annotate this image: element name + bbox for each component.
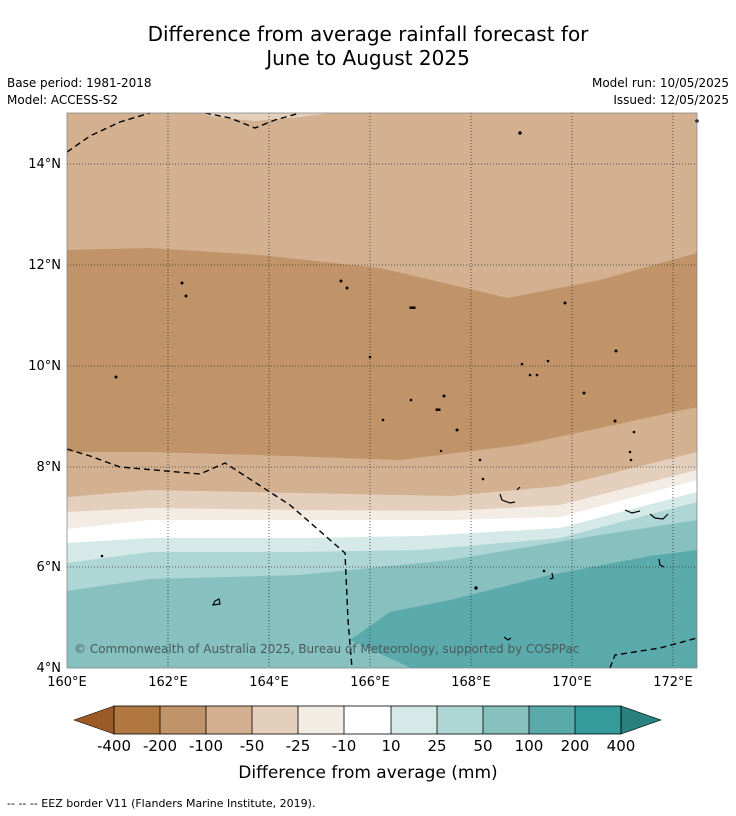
colorbar-swatch-1 <box>114 706 160 734</box>
issued-date: Issued: 12/05/2025 <box>613 93 729 107</box>
colorbar: -400 -200 -100 -50 -25 -10 10 25 50 100 … <box>73 705 662 783</box>
rainfall-contours <box>67 113 697 668</box>
lat-label-8: 8°N <box>37 460 62 475</box>
copyright-notice: © Commonwealth of Australia 2025, Bureau… <box>74 642 579 656</box>
latitude-labels: 14°N 12°N 10°N 8°N 6°N 4°N <box>28 157 61 676</box>
zone-top-pale <box>200 113 330 121</box>
meta-right: Model run: 10/05/2025 Issued: 12/05/2025 <box>592 75 729 109</box>
cb-tick-9: 100 <box>515 737 544 755</box>
cb-tick-3: -50 <box>240 737 265 755</box>
colorbar-swatch-6 <box>344 706 391 734</box>
lat-label-10: 10°N <box>28 359 61 374</box>
zone-100-to-200 <box>350 550 697 668</box>
meta-left: Base period: 1981-2018 Model: ACCESS-S2 <box>7 75 152 109</box>
cb-tick-1: -200 <box>143 737 177 755</box>
model-run: Model run: 10/05/2025 <box>591 76 729 90</box>
colorbar-swatch-11 <box>575 706 621 734</box>
cb-tick-5: -10 <box>332 737 357 755</box>
lat-label-4: 4°N <box>37 661 62 676</box>
cb-tick-7: 25 <box>427 737 446 755</box>
colorbar-swatch-2 <box>160 706 206 734</box>
lat-label-12: 12°N <box>28 258 61 273</box>
model-name: Model: ACCESS-S2 <box>7 93 119 107</box>
cb-tick-8: 50 <box>473 737 492 755</box>
cb-tick-4: -25 <box>286 737 311 755</box>
colorbar-swatch-3 <box>206 706 252 734</box>
map-frame <box>66 112 698 669</box>
zone-minus-200-to-100 <box>67 248 697 460</box>
colorbar-swatch-7 <box>391 706 437 734</box>
cb-tick-2: -100 <box>189 737 223 755</box>
colorbar-dividers <box>159 706 576 734</box>
colorbar-swatch-4 <box>252 706 298 734</box>
colorbar-title: Difference from average (mm) <box>238 763 497 783</box>
lon-label-166: 166°E <box>350 675 390 690</box>
map-title: Difference from average rainfall forecas… <box>0 22 736 70</box>
cb-tick-10: 200 <box>561 737 590 755</box>
colorbar-low-extension <box>73 705 115 735</box>
title-line-1: Difference from average rainfall forecas… <box>147 22 589 46</box>
colorbar-swatch-8 <box>437 706 483 734</box>
colorbar-swatch-9 <box>483 706 529 734</box>
lat-label-6: 6°N <box>37 560 62 575</box>
eez-footnote: -- -- -- EEZ border V11 (Flanders Marine… <box>7 797 316 810</box>
lon-label-172: 172°E <box>653 675 693 690</box>
cb-tick-6: 10 <box>381 737 400 755</box>
islands <box>100 119 699 590</box>
colorbar-high-extension <box>620 705 662 735</box>
colorbar-swatch-10 <box>529 706 575 734</box>
lon-label-170: 170°E <box>552 675 592 690</box>
lon-label-164: 164°E <box>249 675 289 690</box>
cb-tick-0: -400 <box>97 737 131 755</box>
lat-label-14: 14°N <box>28 157 61 172</box>
island-outlines <box>211 486 669 641</box>
eez-border <box>67 113 697 668</box>
cb-tick-11: 400 <box>607 737 636 755</box>
base-period: Base period: 1981-2018 <box>7 76 152 90</box>
colorbar-outline <box>113 705 622 735</box>
title-line-2: June to August 2025 <box>266 46 470 70</box>
lon-label-168: 168°E <box>451 675 491 690</box>
graticule <box>67 113 697 668</box>
lon-label-162: 162°E <box>148 675 188 690</box>
colorbar-swatch-5 <box>298 706 344 734</box>
lon-label-160: 160°E <box>47 675 87 690</box>
longitude-labels: 160°E 162°E 164°E 166°E 168°E 170°E 172°… <box>47 675 693 690</box>
